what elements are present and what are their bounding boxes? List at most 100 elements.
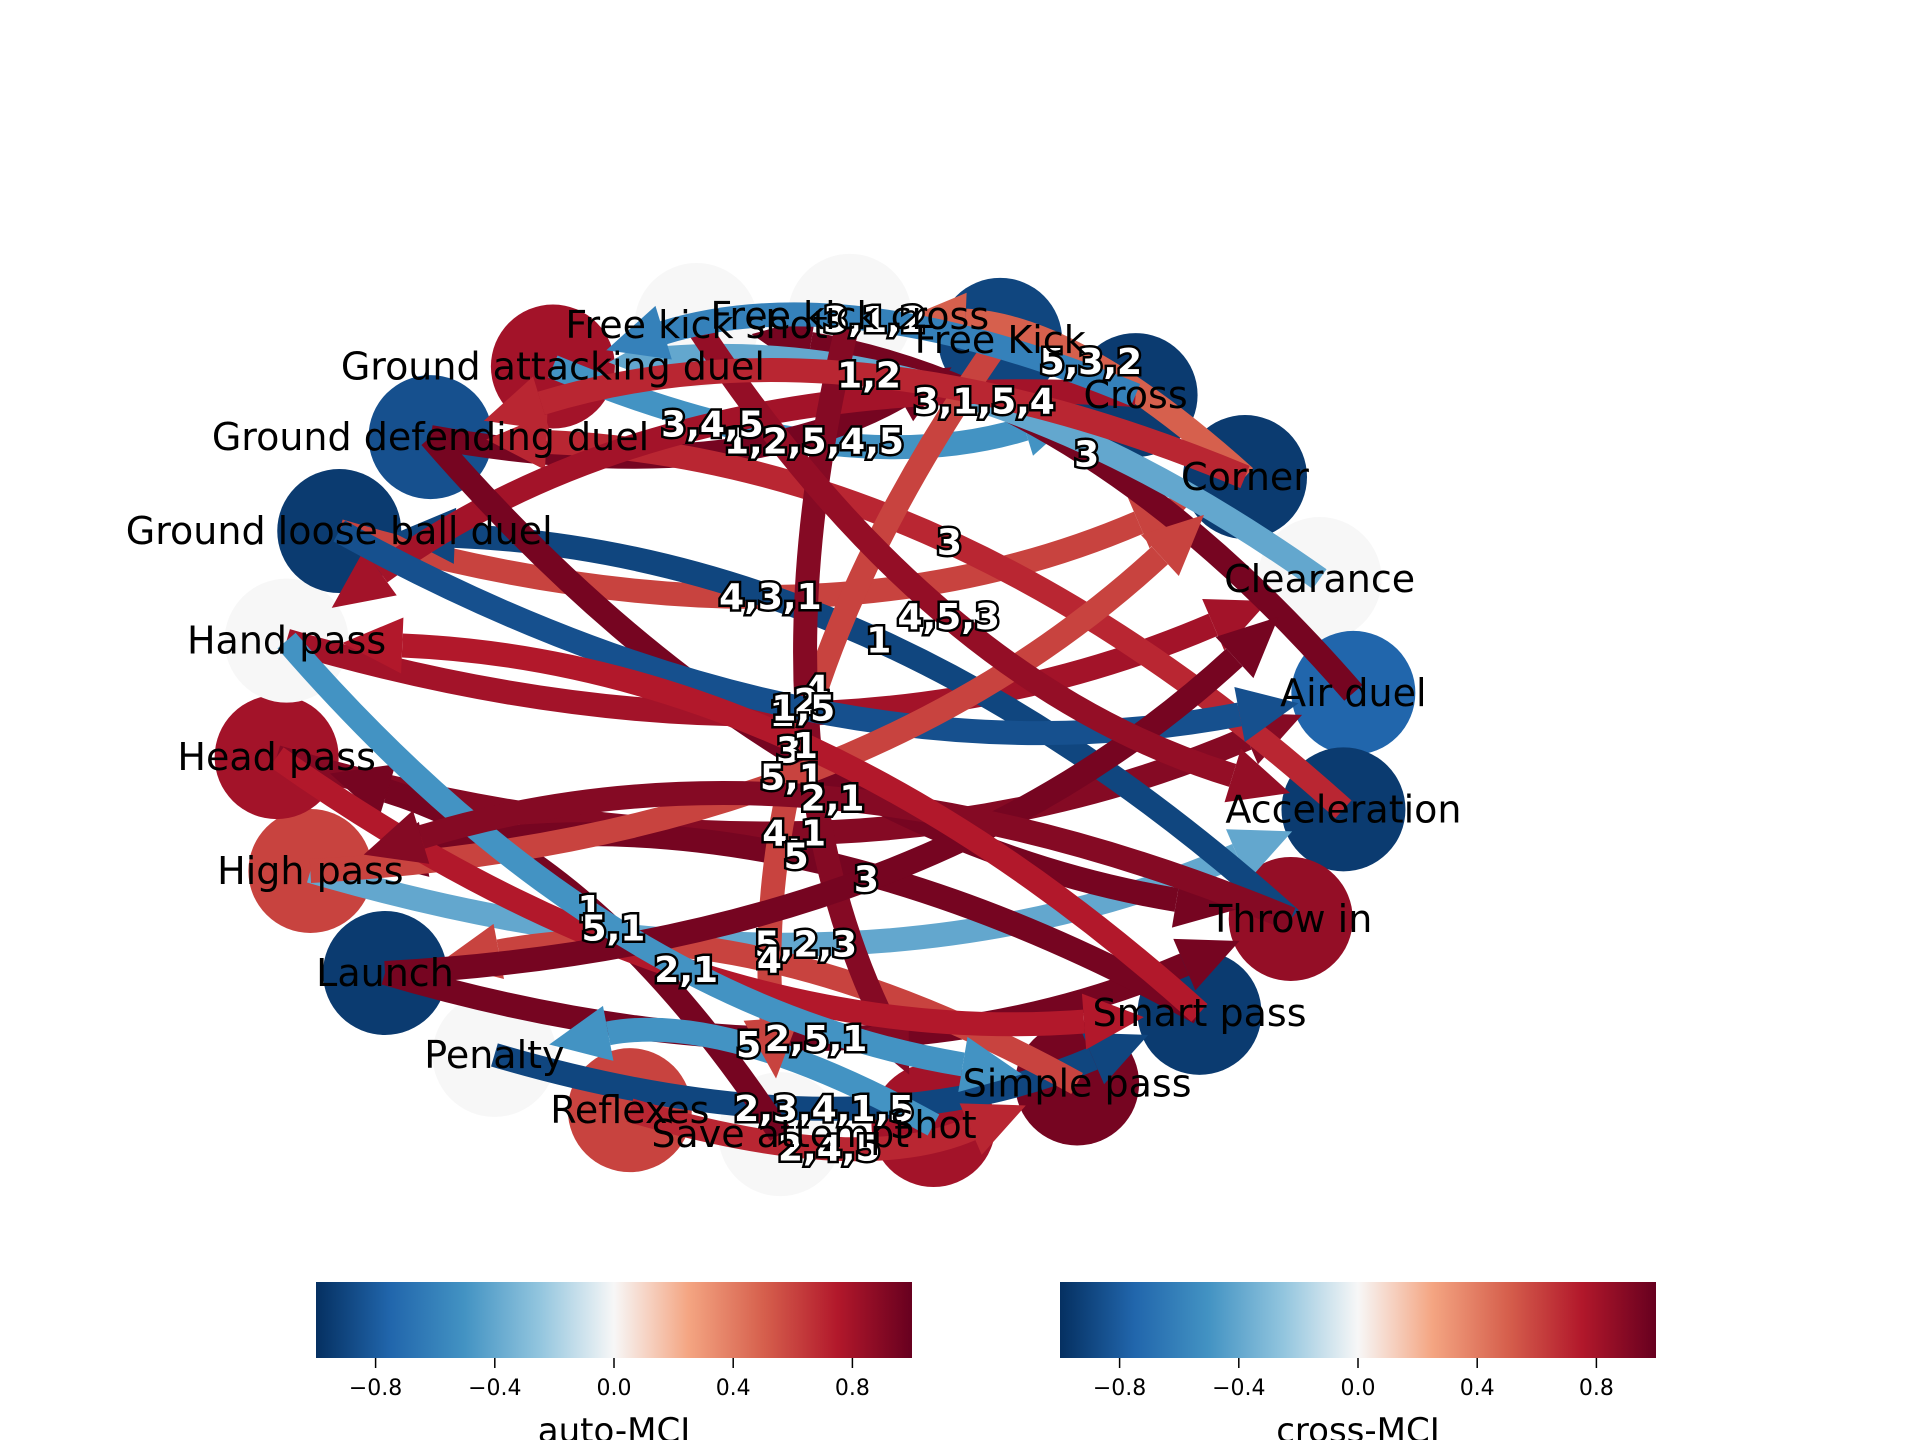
edge-label: 5,1 <box>582 908 646 949</box>
edge-arrowhead <box>1173 938 1240 991</box>
node-label-high-pass: High pass <box>217 849 403 893</box>
colorbar-tick-label: 0.8 <box>1579 1376 1614 1401</box>
edge-label: 5,3,2 <box>1040 342 1143 383</box>
edge-label: 4 <box>757 941 782 982</box>
auto-mci-colorbar-title: auto-MCI <box>538 1411 691 1440</box>
edge-arrowhead <box>606 305 672 360</box>
node-label-throw-in: Throw in <box>1208 897 1372 941</box>
node-label-shot: Shot <box>890 1103 976 1147</box>
colorbar-tick-label: 0.0 <box>1341 1376 1376 1401</box>
edge-hand-pass-to-simple-pass <box>277 632 1023 1093</box>
edge-shaft <box>660 302 1141 407</box>
node-label-free-kick-shot: Free kick shot <box>565 303 827 347</box>
edge-throw-in-to-high-pass <box>363 781 1296 931</box>
edge-label: 3,1,2 <box>823 300 926 341</box>
edge-label: 5 <box>736 1025 761 1066</box>
edge-arrowhead <box>1234 686 1299 742</box>
edge-label: 2,4,5 <box>778 1128 881 1169</box>
edge-smart-pass-to-hand-pass <box>342 617 1208 1022</box>
edge-label: 3,1,5,4 <box>914 382 1055 423</box>
edge-shaft <box>686 318 1237 787</box>
node-label-free-kick: Free Kick <box>915 318 1086 362</box>
edge-arrowhead <box>958 1036 1023 1093</box>
edge-label: 2,3,4,1,5 <box>734 1089 914 1130</box>
edge-label: 2,1 <box>654 950 718 991</box>
colorbar-tick-label: 0.0 <box>597 1376 632 1401</box>
edge-shaft <box>605 1017 940 1136</box>
edge-arrowhead <box>486 413 548 470</box>
cross-mci-colorbar-title: cross-MCI <box>1276 1411 1440 1440</box>
edge-label: 4 <box>804 668 829 709</box>
edge-shaft <box>626 1098 976 1162</box>
edge-label: 3 <box>1074 435 1099 476</box>
edge-arrowhead <box>330 764 396 818</box>
edge-shaft <box>964 308 1254 486</box>
edge-shaft <box>417 781 1296 931</box>
node-label-free-kick-cross: Free kick cross <box>710 294 989 338</box>
edges-layer <box>269 292 1363 1162</box>
edge-arrowhead <box>1081 993 1144 1050</box>
edge-arrowhead <box>363 810 430 864</box>
node-label-acceleration: Acceleration <box>1225 787 1461 831</box>
edge-arrowhead <box>342 617 404 674</box>
edge-arrowhead <box>483 376 550 431</box>
edge-arrowhead <box>331 550 397 608</box>
edge-label: 1,2 <box>837 355 901 396</box>
edge-high-pass-to-corner <box>309 514 1204 883</box>
cross-mci-colorbar: −0.8 −0.4 0.0 0.4 0.8 cross-MCI <box>1060 1282 1656 1440</box>
edge-label: 4,5,3 <box>897 597 1000 638</box>
edge-arrowhead <box>1202 598 1269 651</box>
edge-shaft <box>277 632 965 1077</box>
edge-label: 2 <box>794 682 819 723</box>
cross-mci-colorbar-ticks: −0.8 −0.4 0.0 0.4 0.8 <box>1093 1358 1614 1401</box>
edge-arrowhead <box>1140 514 1204 577</box>
node-label-hand-pass: Hand pass <box>187 619 386 663</box>
edge-label: 2,5,1 <box>765 1019 868 1060</box>
colorbar-tick-label: 0.4 <box>1460 1376 1495 1401</box>
edge-arrowhead <box>549 1005 614 1061</box>
edge-cross-to-ground-attacking-duel <box>606 302 1141 407</box>
node-labels-layer: Free Kick Cross Corner Clearance Air duel Acc… <box>126 294 1462 1156</box>
node-label-air-duel: Air duel <box>1280 671 1426 715</box>
edge-label: 1,5 <box>771 689 835 730</box>
edge-label: 4,1 <box>762 813 826 854</box>
edge-label: 1,2,5,4,5 <box>724 422 904 463</box>
node-label-reflexes: Reflexes <box>550 1088 709 1132</box>
colorbar-tick-label: 0.8 <box>835 1376 870 1401</box>
edge-arrowhead <box>743 1016 800 1079</box>
node-label-clearance: Clearance <box>1224 557 1415 601</box>
edge-label: 1 <box>793 726 818 767</box>
node-label-head-pass: Head pass <box>177 735 375 779</box>
edge-label: 2,1 <box>801 778 865 819</box>
colorbar-tick-label: −0.8 <box>349 1376 402 1401</box>
edge-label: 1 <box>578 889 603 930</box>
edge-shaft <box>401 633 1208 1022</box>
colorbar-tick-label: −0.8 <box>1093 1376 1146 1401</box>
colorbar-tick-label: 0.4 <box>716 1376 751 1401</box>
edge-free-kick-shot-to-acceleration <box>686 318 1291 803</box>
edge-shaft <box>537 358 1250 489</box>
node-label-cross: Cross <box>1083 373 1187 417</box>
edge-arrowhead <box>1225 829 1293 881</box>
edge-shaft <box>454 523 1299 928</box>
edge-labels-layer: 1,2,5,4,5 4,3,1 1 4,1 5,2,3 2,5,1 2,3,4,1,52,4… <box>575 297 1145 1172</box>
node-label-ground-defending-duel: Ground defending duel <box>212 415 649 459</box>
auto-mci-colorbar: −0.8 −0.4 0.0 0.4 0.8 auto-MCI <box>316 1282 912 1440</box>
edge-label: 1 <box>769 694 794 735</box>
node-label-penalty: Penalty <box>424 1033 564 1077</box>
edge-label: 5 <box>784 837 809 878</box>
edge-shaft <box>491 1043 1098 1121</box>
node-label-ground-loose-ball-duel: Ground loose ball duel <box>126 509 553 553</box>
edge-label: 3 <box>854 860 879 901</box>
node-label-ground-attacking-duel: Ground attacking duel <box>341 345 765 389</box>
auto-mci-colorbar-ticks: −0.8 −0.4 0.0 0.4 0.8 <box>349 1358 870 1401</box>
node-label-corner: Corner <box>1181 455 1309 499</box>
auto-mci-colorbar-gradient <box>316 1282 912 1358</box>
edge-label: 3 <box>937 522 962 563</box>
edge-shaft <box>309 546 1168 883</box>
edge-label: 3 <box>776 731 801 772</box>
colorbar-tick-label: −0.4 <box>1212 1376 1265 1401</box>
node-label-smart-pass: Smart pass <box>1092 991 1306 1035</box>
edge-label: 5,2,3 <box>755 925 858 966</box>
